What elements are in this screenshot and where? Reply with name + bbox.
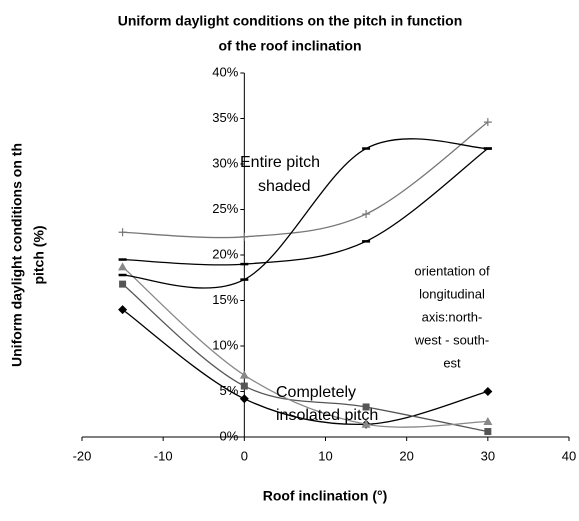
y-tick-label: 20%: [212, 246, 238, 261]
marker: [483, 417, 493, 426]
y-axis-title: Uniform daylight conditions on th: [9, 143, 25, 367]
y-axis-title: pitch (%): [31, 225, 47, 284]
y-tick-label: 15%: [212, 292, 238, 307]
annotation: longitudinal: [419, 286, 485, 301]
marker: [361, 419, 371, 428]
annotation: shaded: [258, 178, 311, 195]
marker: [484, 428, 492, 436]
series-line: [122, 266, 488, 428]
marker: [239, 394, 249, 404]
x-tick-label: -20: [73, 448, 92, 463]
marker: [118, 262, 128, 271]
annotation: Entire pitch: [240, 154, 320, 171]
series-line: [122, 121, 489, 239]
chart-title: Uniform daylight conditions on the pitch…: [118, 13, 463, 29]
annotation: axis:north-: [422, 309, 483, 324]
x-tick-label: 10: [318, 448, 332, 463]
marker: [239, 370, 249, 379]
y-tick-label: 25%: [212, 201, 238, 216]
annotation: orientation of: [414, 263, 490, 278]
marker: [118, 228, 127, 237]
series-line: [122, 309, 489, 426]
y-tick-label: 30%: [212, 155, 238, 170]
annotation: west - south-: [414, 332, 489, 347]
y-tick-label: 10%: [212, 337, 238, 352]
marker: [240, 382, 248, 390]
marker: [118, 305, 128, 315]
chart-title: of the roof inclination: [218, 38, 361, 54]
annotation: est: [443, 355, 461, 370]
x-tick-label: 40: [562, 448, 576, 463]
y-tick-label: 0%: [220, 428, 239, 443]
x-tick-label: 30: [481, 448, 495, 463]
marker: [483, 387, 493, 396]
annotation: insolated pitch: [276, 407, 378, 424]
marker: [362, 403, 370, 411]
x-axis-title: Roof inclination (°): [263, 488, 388, 504]
series-line: [122, 138, 488, 289]
annotation: Completely: [276, 384, 356, 401]
x-tick-label: 20: [399, 448, 413, 463]
marker: [240, 232, 249, 241]
x-tick-label: -10: [154, 448, 173, 463]
marker: [119, 280, 127, 288]
y-tick-label: 40%: [212, 64, 238, 79]
marker: [362, 210, 371, 219]
marker: [483, 118, 492, 127]
series-line: [122, 148, 489, 266]
series-line: [122, 283, 488, 433]
x-tick-label: 0: [241, 448, 248, 463]
y-tick-label: 35%: [212, 110, 238, 125]
